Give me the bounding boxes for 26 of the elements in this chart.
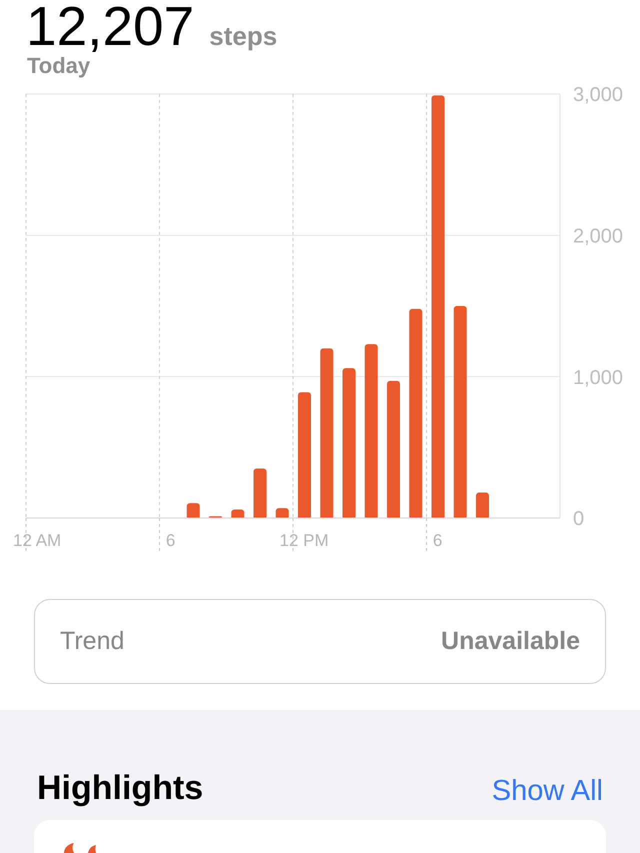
y-tick-label: 2,000 [573,225,624,248]
bar [231,510,244,518]
bar [342,368,356,518]
text: Unavailable [441,627,580,656]
bar [276,508,289,518]
x-tick-label: 12 AM [13,531,62,550]
text: Trend [60,627,124,656]
bar [298,392,311,518]
x-tick-label: 6 [432,531,442,550]
text: steps [209,21,278,52]
x-tick-label: 12 PM [280,531,329,550]
bar [186,503,200,518]
bar [364,344,378,518]
text: Highlights [37,768,204,808]
bar [254,468,266,518]
y-tick-label: 0 [573,508,584,530]
bar [320,348,334,518]
bar [476,492,489,518]
y-tick-label: 1,000 [573,366,624,389]
bar [454,306,467,518]
text: Show All [492,774,603,809]
bar [409,308,422,518]
bar [387,380,400,518]
y-tick-label: 3,000 [573,84,624,106]
x-tick-label: 6 [166,531,176,550]
bar [432,95,444,518]
